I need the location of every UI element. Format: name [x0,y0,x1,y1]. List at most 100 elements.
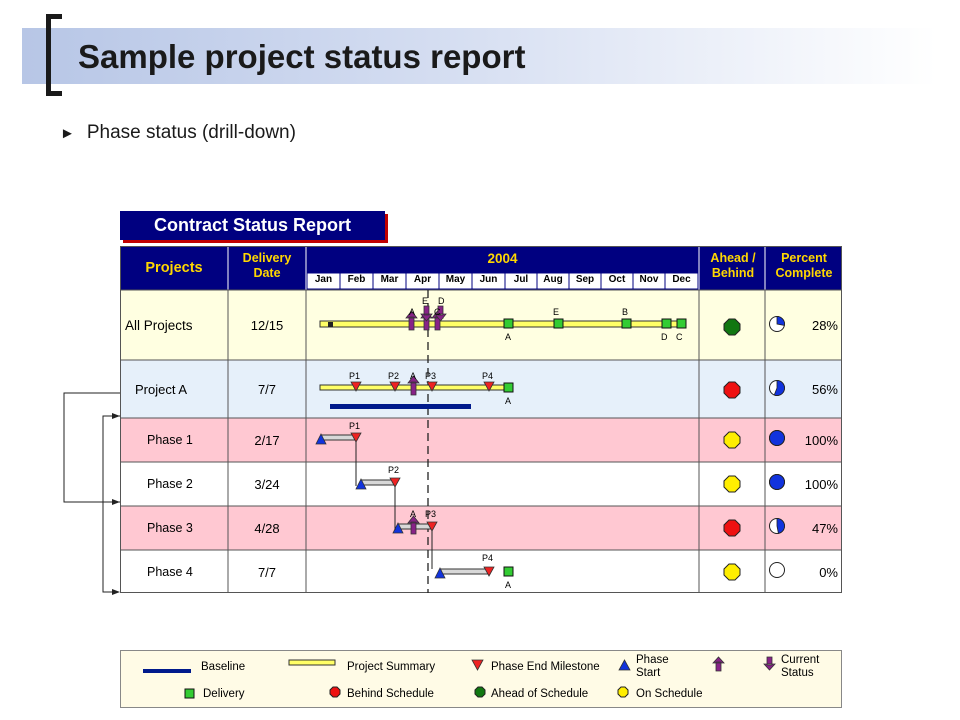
summary-swatch [288,659,336,666]
marker-label: P2 [388,465,400,475]
percent-complete: 47% [811,521,838,536]
delivery-marker [621,318,632,329]
project-name-all-projects[interactable]: All Projects [125,318,193,333]
header-ahead-behind: Ahead / Behind [710,251,756,280]
phase-connectors [355,442,433,569]
percent-complete: 56% [811,382,838,397]
month-label: May [445,274,466,285]
month-label: Aug [543,274,563,285]
legend-phase-start: Phase Start [636,654,669,679]
subtitle: ► Phase status (drill-down) [60,122,296,144]
phase-start-icon [434,567,446,579]
marker-label: B [622,307,629,317]
percent-complete: 100% [804,433,838,448]
marker-label: A [410,509,417,519]
marker-label: P4 [482,371,494,381]
legend-behind: Behind Schedule [347,688,434,700]
marker-label: C [676,332,683,342]
marker-label: A [505,332,512,342]
phase-end-icon [426,521,438,532]
page-title: Sample project status report [78,38,526,75]
project-name-project-a[interactable]: Project A [135,382,188,397]
phase-start-icon [355,478,367,490]
percent-pie-fill [776,316,785,326]
marker-label: P3 [425,371,437,381]
on-schedule-indicator [723,475,741,493]
delivery-marker [503,318,514,329]
status-grid: Projects Delivery Date 2004 Ahead / Behi… [120,246,842,593]
header-dividers [227,246,766,290]
arrow-right-icon: ► [60,125,75,142]
start-marker [328,322,333,327]
percent-pie [769,562,785,578]
current-status-down-icon [434,305,447,322]
marker-label: A [505,580,512,590]
marker-label: D [438,296,445,306]
on-schedule-indicator [723,431,741,449]
delivery-date: 3/24 [254,477,280,492]
phase-4-gantt [434,566,514,579]
legend-ahead: Ahead of Schedule [491,688,589,700]
baseline-bar [330,404,471,409]
header-delivery-date: Delivery Date [242,251,292,280]
phase-3-gantt [392,515,438,535]
current-status-icon [712,656,725,672]
subtitle-text: Phase status (drill-down) [86,122,296,143]
delivery-marker [553,318,564,329]
phase-end-icon [483,381,495,392]
legend-symbols [143,656,776,699]
percent-pie-fill [773,380,785,396]
month-cells [306,272,699,290]
behind-indicator [723,381,741,399]
project-a-gantt [319,375,514,409]
delivery-marker [503,382,514,393]
percent-pie-fill [776,518,785,534]
ahead-swatch [474,686,486,698]
title-band [22,28,937,84]
month-label: Nov [639,274,659,285]
delivery-marker [503,566,514,577]
phase-start-icon [315,433,327,445]
row-phase-3 [120,506,842,550]
phase-2-gantt [355,477,401,490]
delivery-date: 12/15 [250,318,284,333]
status-indicators [723,318,741,581]
delivery-date: 7/7 [257,565,277,580]
percent-complete: 28% [811,318,838,333]
month-label: Oct [608,274,626,285]
delivery-date: 4/28 [254,521,280,536]
marker-label: D [661,332,668,342]
phase-name-4[interactable]: Phase 4 [147,565,193,579]
month-label: Jan [314,274,333,285]
header-percent-complete: Percent Complete [775,251,833,280]
phase-start-icon [618,659,631,671]
row-phase-1 [120,418,842,462]
behind-swatch [329,686,341,698]
month-label: Dec [672,274,691,285]
phase-1-gantt [315,432,362,445]
on-schedule-indicator [723,563,741,581]
percent-pie-fill [769,430,785,446]
percent-complete: 100% [804,477,838,492]
all-projects-gantt [319,305,687,331]
legend-delivery: Delivery [203,688,245,700]
delivery-marker [676,318,687,329]
ahead-indicator [723,318,741,336]
delivery-marker [661,318,672,329]
phase-end-icon [426,381,438,392]
current-status-icon [405,310,418,331]
legend-summary: Project Summary [347,661,436,673]
percent-pie-fill [769,474,785,490]
legend-current-status: Current Status [781,654,820,679]
phase-end-icon [389,477,401,488]
phase-name-2[interactable]: Phase 2 [147,477,193,491]
behind-indicator [723,519,741,537]
phase-end-icon [350,381,362,392]
phase-name-3[interactable]: Phase 3 [147,521,193,535]
baseline-swatch [143,669,191,673]
phase-bar [360,479,396,486]
phase-name-1[interactable]: Phase 1 [147,433,193,447]
phase-bar [320,434,357,441]
phase-end-icon [471,659,484,671]
current-status-icon [407,515,420,535]
